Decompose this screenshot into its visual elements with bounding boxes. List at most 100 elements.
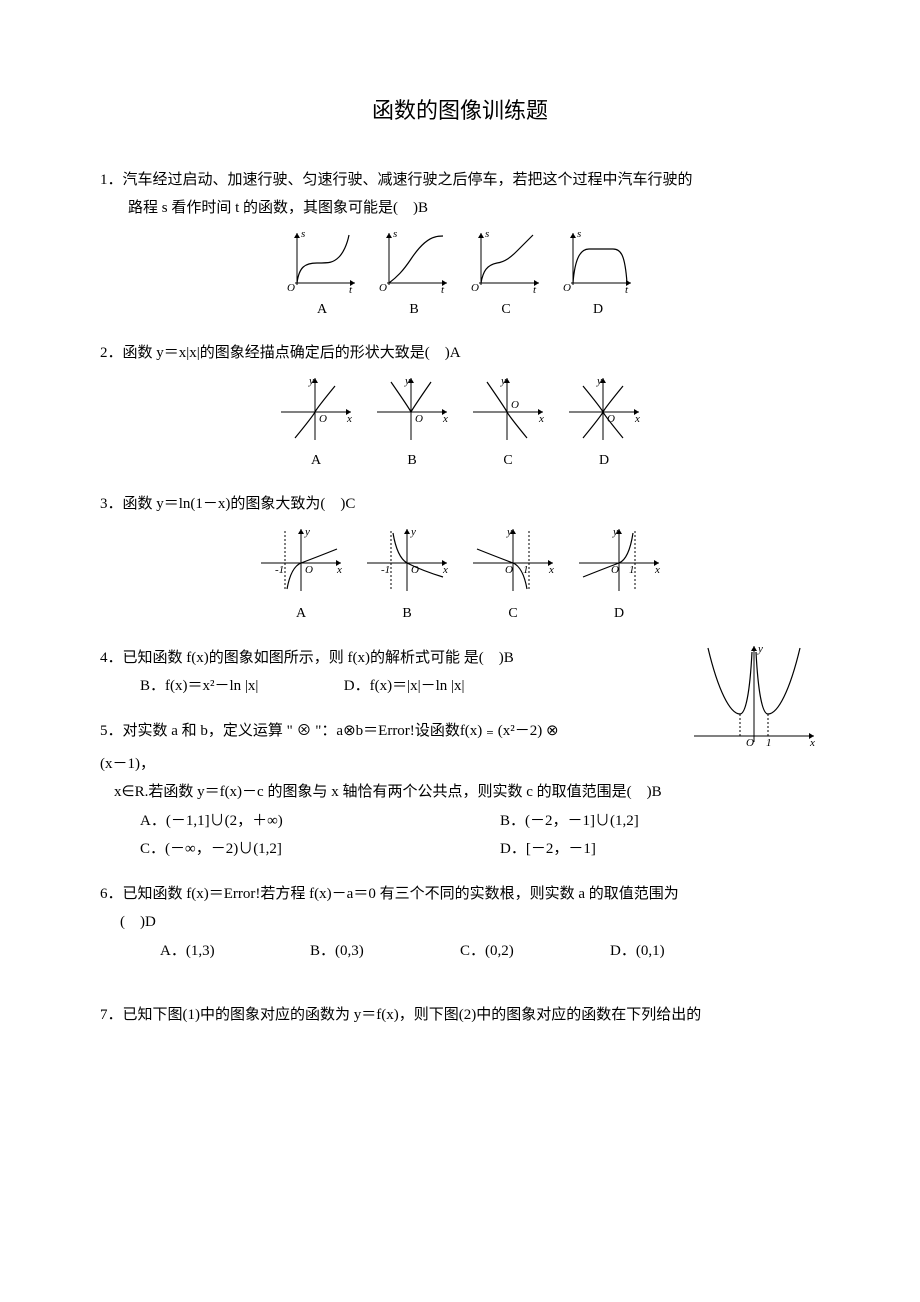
q6-text-a: 已知函数 f(x)＝ [123, 886, 224, 902]
q1-label-b: B [409, 297, 418, 324]
svg-text:s: s [577, 228, 581, 240]
svg-text:x: x [442, 564, 448, 576]
q6-text-c: ( )D [100, 908, 820, 937]
question-2: 2．函数 y＝x|x|的图象经描点确定后的形状大致是( )A y x O A y… [100, 339, 820, 474]
q3-label-d: D [614, 601, 624, 628]
q6-text-b: 若方程 f(x)－a＝0 有三个不同的实数根，则实数 a 的取值范围为 [260, 886, 678, 902]
svg-text:x: x [538, 413, 544, 425]
svg-text:O: O [607, 413, 615, 425]
svg-text:O: O [563, 282, 571, 293]
svg-text:O: O [746, 737, 754, 749]
svg-text:O: O [379, 282, 387, 293]
q2-figures: y x O A y x O B y [100, 372, 820, 475]
svg-text:x: x [548, 564, 554, 576]
q3-num: 3． [100, 496, 123, 512]
q2-label-d: D [599, 448, 609, 475]
q1-figures: s t O A s t O B s t O [100, 227, 820, 324]
q4-opt-d: D．f(x)＝|x|－ln |x| [344, 678, 465, 694]
svg-text:x: x [809, 737, 815, 749]
svg-text:y: y [304, 526, 310, 538]
svg-text:x: x [634, 413, 640, 425]
page-title: 函数的图像训练题 [100, 90, 820, 132]
q2-graph-c: y x O [467, 372, 549, 444]
svg-text:O: O [287, 282, 295, 293]
svg-text:1: 1 [523, 564, 529, 576]
q2-num: 2． [100, 345, 123, 361]
q6-opt-a: A．(1,3) [160, 937, 310, 966]
q1-text: 汽车经过启动、加速行驶、匀速行驶、减速行驶之后停车，若把这个过程中汽车行驶的 [123, 172, 693, 188]
q3-graph-c: y x O 1 [467, 523, 559, 597]
q1-graph-b: s t O [375, 227, 453, 293]
q3-graph-a: y x O -1 [255, 523, 347, 597]
q2-label-a: A [311, 448, 321, 475]
svg-text:O: O [415, 413, 423, 425]
svg-text:s: s [485, 228, 489, 240]
svg-text:-1: -1 [381, 564, 390, 576]
svg-text:t: t [349, 284, 353, 293]
svg-text:t: t [441, 284, 445, 293]
q5-num: 5． [100, 723, 123, 739]
svg-text:y: y [612, 526, 618, 538]
svg-text:x: x [346, 413, 352, 425]
svg-text:t: t [533, 284, 537, 293]
q1-num: 1． [100, 172, 123, 188]
svg-text:O: O [611, 564, 619, 576]
q1-label-d: D [593, 297, 603, 324]
q5-opt-a: A．(－1,1]∪(2，＋∞) [140, 807, 460, 836]
q1-label-a: A [317, 297, 327, 324]
svg-text:O: O [319, 413, 327, 425]
svg-text:O: O [505, 564, 513, 576]
q1-graph-a: s t O [283, 227, 361, 293]
svg-text:y: y [404, 375, 410, 387]
q4-graph: y x O 1 [690, 640, 820, 750]
svg-text:s: s [393, 228, 397, 240]
q2-graph-b: y x O [371, 372, 453, 444]
q6-opt-c: C．(0,2) [460, 937, 610, 966]
svg-text:t: t [625, 284, 629, 293]
q6-opt-d: D．(0,1) [610, 937, 760, 966]
q5-opt-b: B．(－2，－1]∪(1,2] [500, 807, 820, 836]
svg-text:1: 1 [766, 737, 772, 749]
svg-text:O: O [411, 564, 419, 576]
q5-error: Error! [378, 723, 415, 739]
q6-error: Error! [224, 886, 261, 902]
question-6: 6．已知函数 f(x)＝Error!若方程 f(x)－a＝0 有三个不同的实数根… [100, 880, 820, 966]
q5-text-c: (x－1)， [100, 750, 820, 779]
q2-label-b: B [407, 448, 416, 475]
q1-label-c: C [501, 297, 510, 324]
q3-graph-b: y x O -1 [361, 523, 453, 597]
svg-text:O: O [471, 282, 479, 293]
q7-text: 已知下图(1)中的图象对应的函数为 y＝f(x)，则下图(2)中的图象对应的函数… [123, 1007, 702, 1023]
q4-num: 4． [100, 650, 123, 666]
question-4: y x O 1 4．已知函数 f(x)的图象如图所示，则 f(x)的解析式可能 … [100, 644, 820, 701]
svg-text:x: x [442, 413, 448, 425]
question-7: 7．已知下图(1)中的图象对应的函数为 y＝f(x)，则下图(2)中的图象对应的… [100, 1001, 820, 1030]
q4-opt-b: B．f(x)＝x²－ln |x| [140, 672, 340, 701]
q6-num: 6． [100, 886, 123, 902]
svg-text:y: y [410, 526, 416, 538]
q3-graph-d: y x O 1 [573, 523, 665, 597]
q6-opt-b: B．(0,3) [310, 937, 460, 966]
svg-text:y: y [500, 375, 506, 387]
svg-text:x: x [336, 564, 342, 576]
q3-label-b: B [402, 601, 411, 628]
q3-label-a: A [296, 601, 306, 628]
q5-opt-d: D．[－2，－1] [500, 835, 820, 864]
q5-text-a: 对实数 a 和 b，定义运算 " ⊗ "：a⊗b＝ [123, 723, 379, 739]
q3-label-c: C [508, 601, 517, 628]
q4-text: 已知函数 f(x)的图象如图所示，则 f(x)的解析式可能 是( )B [123, 650, 514, 666]
q3-figures: y x O -1 A y x O -1 B [100, 523, 820, 628]
q2-label-c: C [503, 448, 512, 475]
svg-text:y: y [308, 375, 314, 387]
svg-text:s: s [301, 228, 305, 240]
q2-graph-a: y x O [275, 372, 357, 444]
q1-graph-d: s t O [559, 227, 637, 293]
svg-text:y: y [506, 526, 512, 538]
question-1: 1．汽车经过启动、加速行驶、匀速行驶、减速行驶之后停车，若把这个过程中汽车行驶的… [100, 166, 820, 324]
question-3: 3．函数 y＝ln(1－x)的图象大致为( )C y x O -1 A y [100, 490, 820, 627]
svg-text:O: O [511, 399, 519, 411]
q2-text: 函数 y＝x|x|的图象经描点确定后的形状大致是( )A [123, 345, 461, 361]
svg-text:y: y [596, 375, 602, 387]
q1-text2: 路程 s 看作时间 t 的函数，其图象可能是( )B [100, 194, 820, 223]
svg-text:x: x [654, 564, 660, 576]
